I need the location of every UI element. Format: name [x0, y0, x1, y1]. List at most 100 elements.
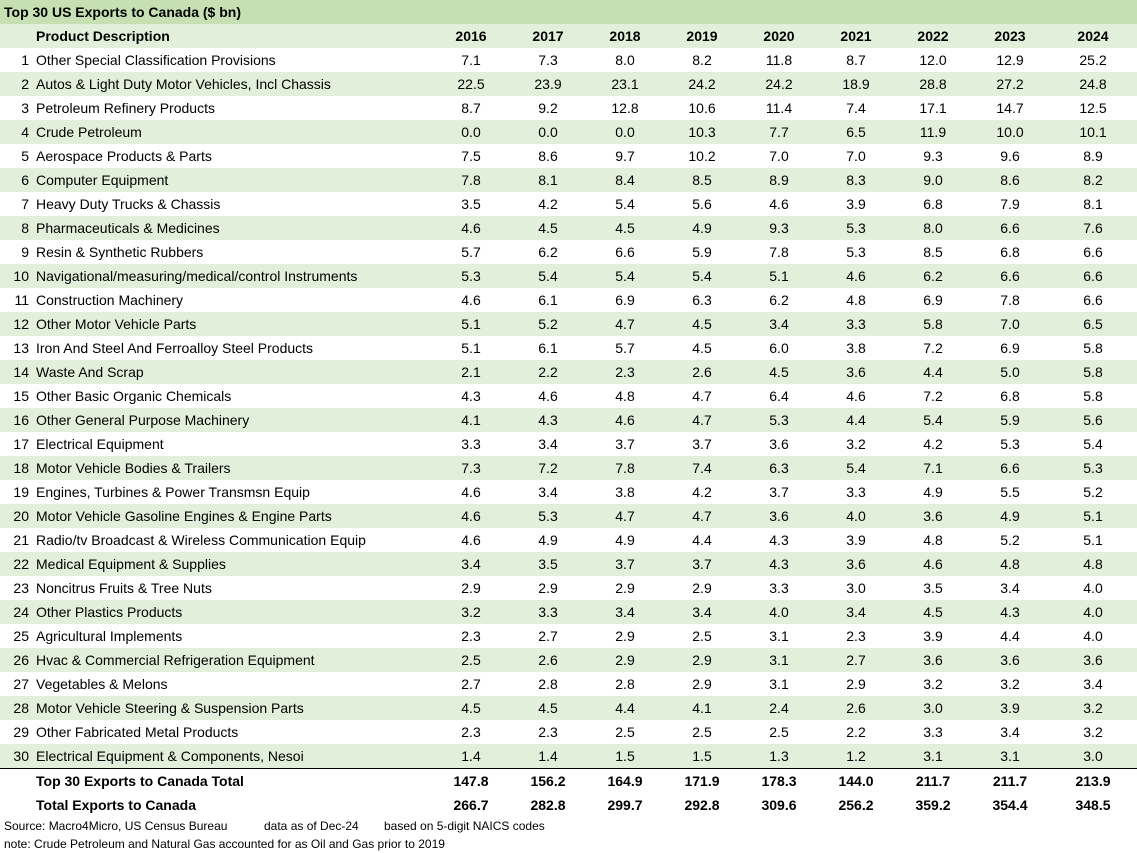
- value-cell: 3.6: [846, 556, 866, 572]
- value-cell: 6.8: [923, 196, 943, 212]
- value-cell: 10.1: [1079, 124, 1107, 140]
- product-name: Electrical Equipment & Components, Nesoi: [36, 748, 304, 764]
- value-cell: 12.9: [996, 52, 1024, 68]
- total-cell: 213.9: [1075, 773, 1111, 789]
- product-name: Iron And Steel And Ferroalloy Steel Prod…: [36, 340, 314, 356]
- value-cell: 3.6: [769, 508, 789, 524]
- value-cell: 5.3: [538, 508, 558, 524]
- total-cell: 156.2: [530, 773, 566, 789]
- value-cell: 3.7: [692, 556, 712, 572]
- value-cell: 5.4: [615, 268, 635, 284]
- row-band: [0, 264, 1137, 288]
- value-cell: 3.9: [1000, 700, 1020, 716]
- value-cell: 2.2: [846, 724, 866, 740]
- row-number: 4: [21, 124, 29, 140]
- value-cell: 8.2: [692, 52, 712, 68]
- value-cell: 4.2: [692, 484, 712, 500]
- row-band: [0, 552, 1137, 576]
- product-name: Motor Vehicle Bodies & Trailers: [36, 460, 231, 476]
- value-cell: 2.3: [461, 628, 481, 644]
- product-name: Engines, Turbines & Power Transmsn Equip: [36, 484, 310, 500]
- value-cell: 7.5: [461, 148, 481, 164]
- product-name: Motor Vehicle Steering & Suspension Part…: [36, 700, 304, 716]
- total-cell: 147.8: [453, 773, 489, 789]
- row-number: 23: [13, 580, 29, 596]
- value-cell: 6.8: [1000, 244, 1020, 260]
- product-name: Resin & Synthetic Rubbers: [36, 244, 204, 260]
- value-cell: 3.9: [846, 196, 866, 212]
- value-cell: 3.3: [538, 604, 558, 620]
- total-cell: 354.4: [992, 797, 1028, 813]
- value-cell: 5.8: [923, 316, 943, 332]
- row-band: [0, 744, 1137, 768]
- value-cell: 5.4: [846, 460, 866, 476]
- value-cell: 5.3: [769, 412, 789, 428]
- total-cell: 171.9: [684, 773, 720, 789]
- value-cell: 7.2: [538, 460, 558, 476]
- value-cell: 5.3: [461, 268, 481, 284]
- value-cell: 4.9: [538, 532, 558, 548]
- product-name: Agricultural Implements: [36, 628, 183, 644]
- value-cell: 7.0: [1000, 316, 1020, 332]
- value-cell: 5.7: [615, 340, 635, 356]
- value-cell: 4.9: [923, 484, 943, 500]
- row-number: 25: [13, 628, 29, 644]
- value-cell: 3.9: [923, 628, 943, 644]
- header-cell: 2016: [455, 28, 487, 44]
- value-cell: 12.5: [1079, 100, 1107, 116]
- value-cell: 18.9: [842, 76, 870, 92]
- source-text: data as of Dec-24: [264, 819, 359, 833]
- row-number: 20: [13, 508, 29, 524]
- total-cell: 292.8: [684, 797, 720, 813]
- value-cell: 1.4: [538, 748, 558, 764]
- value-cell: 2.9: [615, 628, 635, 644]
- value-cell: 7.1: [923, 460, 943, 476]
- value-cell: 3.3: [846, 484, 866, 500]
- value-cell: 6.3: [769, 460, 789, 476]
- total-cell: 282.8: [530, 797, 566, 813]
- value-cell: 7.3: [538, 52, 558, 68]
- value-cell: 4.6: [461, 508, 481, 524]
- value-cell: 7.1: [461, 52, 481, 68]
- row-number: 24: [13, 604, 29, 620]
- value-cell: 3.3: [461, 436, 481, 452]
- value-cell: 4.7: [692, 508, 712, 524]
- row-band: [0, 696, 1137, 720]
- value-cell: 4.5: [923, 604, 943, 620]
- value-cell: 4.1: [692, 700, 712, 716]
- value-cell: 9.7: [615, 148, 635, 164]
- value-cell: 27.2: [996, 76, 1024, 92]
- value-cell: 9.2: [538, 100, 558, 116]
- value-cell: 10.6: [688, 100, 716, 116]
- value-cell: 8.9: [769, 172, 789, 188]
- value-cell: 3.2: [923, 676, 943, 692]
- value-cell: 9.0: [923, 172, 943, 188]
- value-cell: 4.5: [692, 316, 712, 332]
- row-number: 30: [13, 748, 29, 764]
- value-cell: 7.0: [846, 148, 866, 164]
- value-cell: 24.2: [765, 76, 793, 92]
- total-cell: 256.2: [838, 797, 874, 813]
- row-number: 26: [13, 652, 29, 668]
- value-cell: 5.1: [1083, 532, 1103, 548]
- value-cell: 3.4: [538, 436, 558, 452]
- value-cell: 5.3: [1083, 460, 1103, 476]
- value-cell: 23.1: [611, 76, 639, 92]
- totals-rule: [0, 768, 1137, 769]
- product-name: Computer Equipment: [36, 172, 169, 188]
- value-cell: 4.7: [692, 388, 712, 404]
- value-cell: 5.2: [538, 316, 558, 332]
- value-cell: 4.8: [1000, 556, 1020, 572]
- value-cell: 4.0: [1083, 604, 1103, 620]
- value-cell: 3.0: [1083, 748, 1103, 764]
- value-cell: 3.8: [615, 484, 635, 500]
- value-cell: 4.7: [615, 316, 635, 332]
- value-cell: 4.4: [846, 412, 866, 428]
- value-cell: 2.5: [769, 724, 789, 740]
- row-band: [0, 216, 1137, 240]
- value-cell: 5.9: [1000, 412, 1020, 428]
- value-cell: 3.3: [769, 580, 789, 596]
- value-cell: 4.5: [692, 340, 712, 356]
- value-cell: 4.0: [846, 508, 866, 524]
